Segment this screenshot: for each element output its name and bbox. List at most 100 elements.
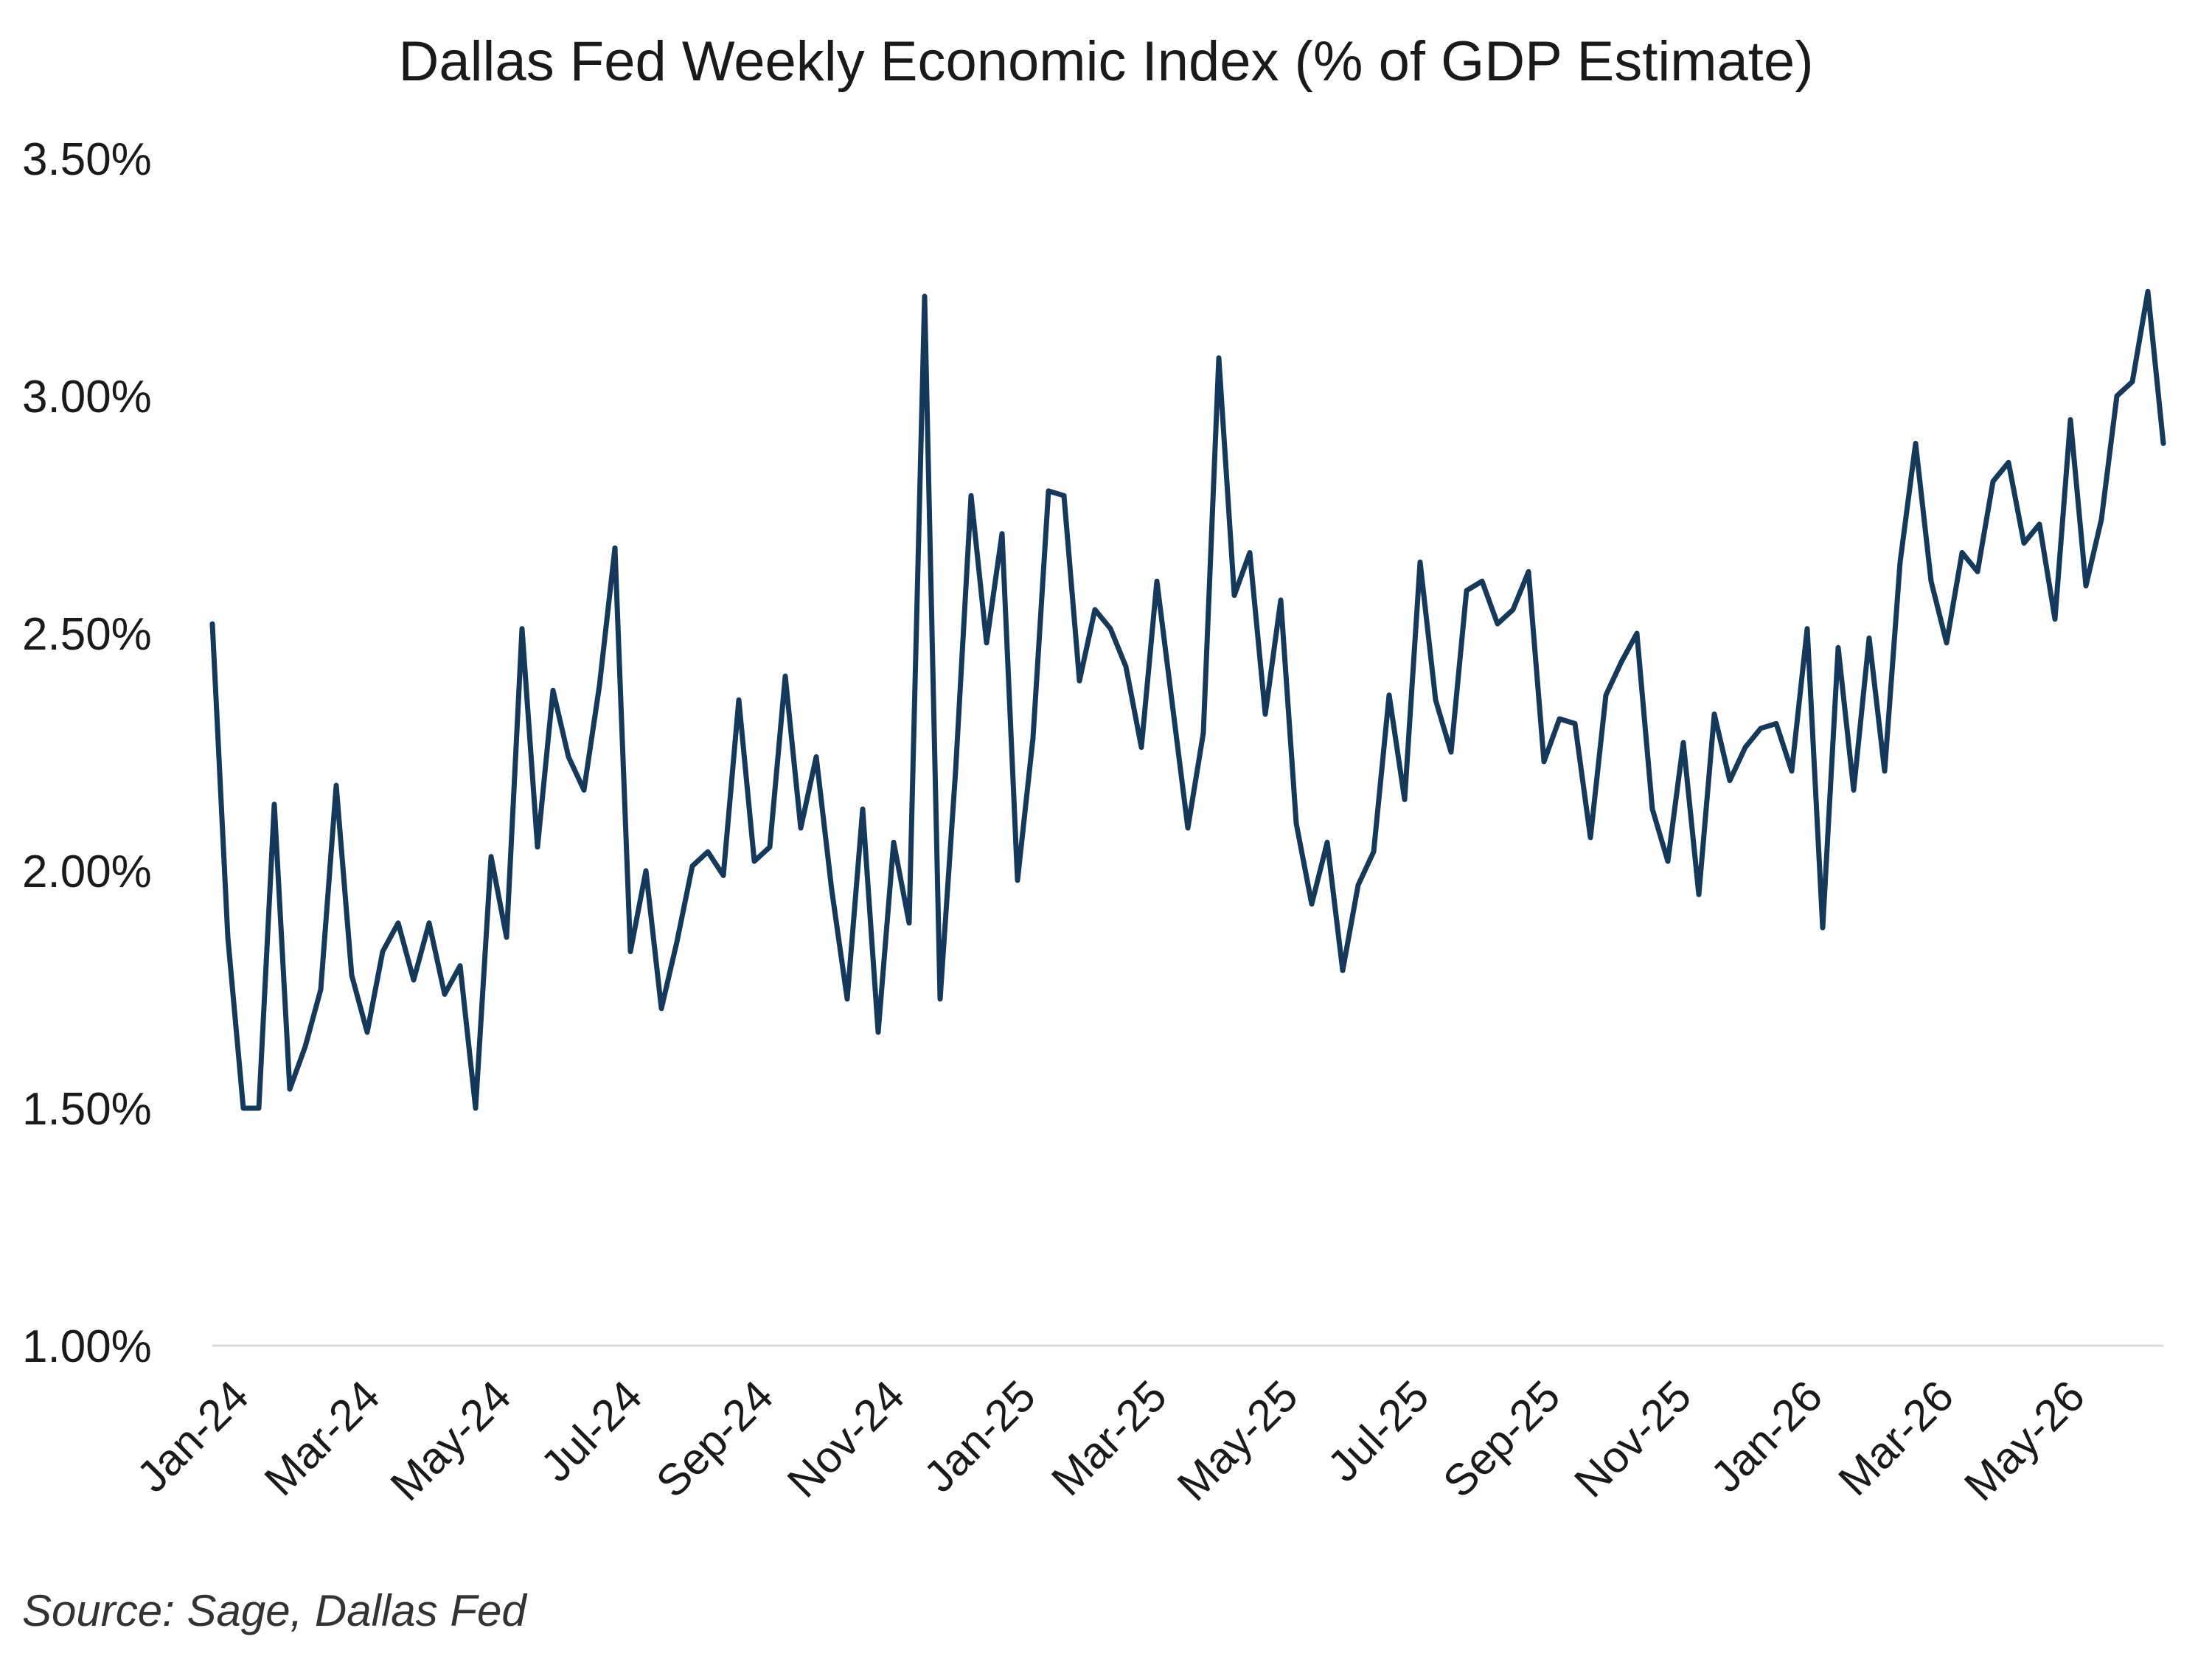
data-point (2115, 394, 2119, 398)
data-point (1898, 560, 1902, 565)
data-point (1759, 726, 1763, 731)
source-note: Source: Sage, Dallas Fed (22, 1586, 526, 1635)
data-point (1310, 902, 1314, 907)
data-point (613, 546, 617, 551)
data-point (1867, 636, 1871, 641)
data-point (380, 949, 385, 954)
data-point (334, 783, 338, 788)
data-point (907, 920, 911, 925)
data-point (1000, 531, 1004, 536)
data-point (535, 844, 540, 849)
data-point (2022, 540, 2026, 546)
data-point (1743, 745, 1747, 750)
data-point (489, 854, 493, 859)
data-point (1944, 640, 1949, 645)
data-point (1093, 607, 1097, 612)
data-point (876, 1030, 880, 1034)
data-point (2146, 289, 2150, 294)
data-point (1604, 692, 1608, 698)
data-point (473, 1106, 478, 1110)
data-point (1836, 645, 1840, 650)
data-point (1975, 569, 1980, 574)
x-tick-label: Mar-24 (255, 1371, 389, 1505)
x-tick-label: May-26 (1955, 1371, 2094, 1510)
x-tick-label: Nov-24 (778, 1371, 914, 1506)
data-point (1697, 892, 1701, 897)
data-point (2099, 517, 2104, 522)
data-point (1728, 778, 1732, 783)
data-point (1929, 579, 1933, 584)
data-point (1077, 678, 1082, 684)
data-point (411, 978, 416, 983)
x-tick-label: May-24 (381, 1371, 521, 1510)
data-point (1573, 721, 1577, 726)
x-tick-label: Jan-26 (1701, 1371, 1832, 1501)
y-tick-label: 3.50% (22, 134, 152, 185)
data-point (1774, 721, 1778, 726)
data-point (1217, 355, 1221, 361)
data-point (783, 674, 787, 678)
data-point (1913, 441, 1918, 446)
data-point (319, 987, 323, 992)
data-point (1588, 835, 1593, 840)
data-point (1449, 750, 1453, 754)
data-point (303, 1044, 307, 1049)
data-point (1108, 626, 1113, 631)
data-point (799, 826, 803, 830)
data-point (1371, 849, 1376, 855)
data-point (1232, 593, 1237, 598)
data-point (675, 939, 679, 945)
data-point (1046, 488, 1051, 493)
x-tick-label: Mar-26 (1829, 1371, 1963, 1505)
data-point (1511, 607, 1515, 612)
x-tick-label: Jul-25 (1318, 1371, 1439, 1491)
x-tick-label: Jul-24 (531, 1371, 651, 1491)
data-point (2053, 616, 2057, 622)
chart-title: Dallas Fed Weekly Economic Index (% of G… (398, 30, 1814, 93)
data-point (396, 920, 400, 925)
data-point (1015, 877, 1020, 883)
data-point (1402, 797, 1407, 802)
data-point (1851, 787, 1856, 793)
data-point (1480, 579, 1484, 584)
data-point (830, 887, 834, 892)
data-point (1186, 826, 1190, 830)
data-point (1170, 702, 1175, 707)
data-point (1155, 579, 1159, 584)
data-point (1882, 768, 1887, 773)
data-point (1356, 883, 1360, 888)
data-point (1418, 560, 1422, 565)
data-point (706, 849, 710, 855)
data-point (891, 840, 896, 845)
data-point (365, 1030, 369, 1034)
data-point (597, 683, 602, 688)
y-tick-label: 2.50% (22, 609, 152, 660)
data-point (2068, 417, 2073, 422)
data-point (1526, 569, 1531, 574)
data-point (210, 622, 215, 627)
x-tick-label: Sep-24 (647, 1371, 782, 1506)
data-point (226, 935, 230, 940)
data-point (349, 973, 354, 978)
data-point (1542, 759, 1546, 764)
data-point (737, 698, 741, 703)
y-tick-label: 2.00% (22, 846, 152, 897)
data-point (1820, 925, 1825, 931)
x-tick-label: Sep-25 (1433, 1371, 1569, 1506)
y-tick-label: 1.00% (22, 1321, 152, 1372)
data-point (1557, 716, 1562, 721)
x-tick-label: May-25 (1168, 1371, 1307, 1510)
data-point (984, 640, 989, 645)
data-point (566, 754, 571, 759)
x-tick-label: Mar-25 (1042, 1371, 1176, 1505)
data-point (427, 920, 431, 925)
data-point (922, 293, 927, 299)
data-point (520, 626, 524, 631)
data-point (1712, 712, 1717, 717)
data-point (1139, 745, 1144, 750)
series-layer (209, 288, 2166, 1111)
data-point (1325, 840, 1329, 845)
data-point (1790, 768, 1794, 773)
